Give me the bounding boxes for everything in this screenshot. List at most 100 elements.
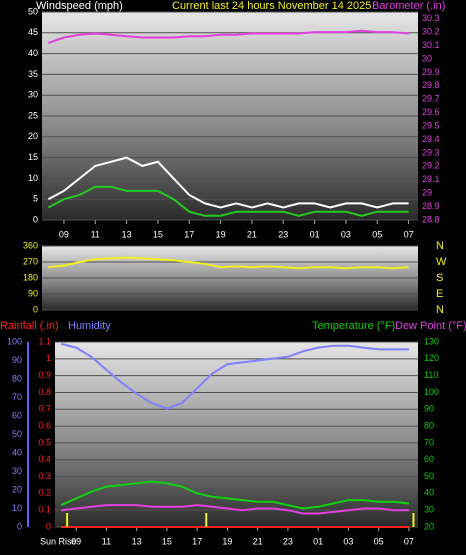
x-tick-label: 21 (247, 229, 257, 239)
tick-label: 30 (28, 90, 38, 100)
tick-label: 90 (28, 288, 38, 298)
tick-label: 30 (12, 466, 22, 476)
tick-label: 30.1 (422, 40, 440, 50)
tick-label: 60 (12, 410, 22, 420)
x-tick-label: 05 (372, 229, 382, 239)
compass-label: N (436, 304, 444, 316)
tick-label: 25 (28, 110, 38, 120)
x-tick-label: 09 (71, 536, 81, 546)
series-line (60, 342, 409, 410)
series-line (47, 29, 409, 44)
tick-label: 0.3 (38, 471, 51, 481)
legend-label: Humidity (68, 320, 111, 332)
tick-label: 10 (28, 173, 38, 183)
tick-label: 10 (12, 503, 22, 513)
tick-label: 0 (33, 304, 38, 314)
tick-label: 0.6 (38, 420, 51, 430)
tick-label: 40 (12, 447, 22, 457)
tick-label: 1.1 (38, 336, 51, 346)
x-tick-label: 19 (216, 229, 226, 239)
plot-area (55, 342, 418, 527)
y-axis-label: Windspeed (mph) (36, 0, 123, 12)
tick-label: 0 (46, 521, 51, 531)
x-tick-label: 07 (404, 229, 414, 239)
tick-label: 35 (28, 69, 38, 79)
tick-label: 360 (23, 240, 38, 250)
legend-label: Barometer (.in) (372, 0, 445, 12)
x-tick-label: 23 (283, 536, 293, 546)
x-tick-label: 07 (404, 536, 414, 546)
tick-label: 80 (424, 420, 434, 430)
series-line (48, 256, 409, 270)
x-tick-label: 23 (278, 229, 288, 239)
x-tick-label: 05 (374, 536, 384, 546)
x-tick-label: 09 (59, 229, 69, 239)
x-tick-label: 19 (222, 536, 232, 546)
x-tick-label: 13 (122, 229, 132, 239)
x-tick-label: 15 (153, 229, 163, 239)
tick-label: 100 (424, 387, 439, 397)
tick-label: 15 (28, 152, 38, 162)
tick-label: 70 (424, 437, 434, 447)
tick-label: 80 (12, 373, 22, 383)
x-tick-label: 13 (132, 536, 142, 546)
tick-label: 30 (422, 53, 432, 63)
tick-label: 29.4 (422, 134, 440, 144)
x-tick-label: 17 (184, 229, 194, 239)
tick-label: 29.1 (422, 174, 440, 184)
tick-label: 29.7 (422, 94, 440, 104)
tick-label: 29.3 (422, 147, 440, 157)
tick-label: 30.3 (422, 13, 440, 23)
tick-label: 45 (28, 27, 38, 37)
tick-label: 50 (28, 6, 38, 16)
tick-label: 110 (424, 370, 438, 380)
compass-label: E (436, 288, 443, 300)
tick-label: 40 (424, 488, 434, 498)
tick-label: 120 (424, 353, 439, 363)
tick-label: 180 (23, 272, 38, 282)
tick-label: 5 (33, 194, 38, 204)
tick-label: 0.5 (38, 437, 51, 447)
chart-title: Current last 24 hours November 14 2025 (172, 0, 371, 12)
series-line (60, 480, 410, 510)
series-line (47, 156, 409, 209)
tick-label: 0.2 (38, 488, 51, 498)
tick-label: 50 (424, 471, 434, 481)
tick-label: 60 (424, 454, 434, 464)
tick-label: 30.2 (422, 27, 440, 37)
compass-label: S (436, 272, 443, 284)
tick-label: 0 (17, 521, 22, 531)
tick-label: 28.9 (422, 201, 440, 211)
tick-label: 0.9 (38, 370, 51, 380)
tick-label: 0.8 (38, 387, 51, 397)
tick-label: 29.8 (422, 80, 440, 90)
x-tick-label: 01 (310, 229, 320, 239)
x-tick-label: 17 (192, 536, 202, 546)
tick-label: 70 (12, 392, 22, 402)
x-tick-label: 11 (102, 536, 111, 546)
tick-label: 0.4 (38, 454, 51, 464)
x-tick-label: 03 (343, 536, 353, 546)
series-line (47, 185, 409, 217)
tick-label: 29.2 (422, 161, 440, 171)
tick-label: 0 (33, 214, 38, 224)
compass-label: W (436, 256, 447, 268)
tick-label: 29.5 (422, 120, 440, 130)
x-tick-label: 01 (313, 536, 323, 546)
tick-label: 20 (28, 131, 38, 141)
tick-label: 40 (28, 48, 38, 58)
legend-label: Temperature (°F) (312, 320, 395, 332)
x-tick-label: 21 (253, 536, 263, 546)
series-line (60, 504, 409, 515)
tick-label: 90 (424, 404, 434, 414)
tick-label: 100 (7, 336, 22, 346)
compass-label: N (436, 240, 444, 252)
legend-label: Dew Point (°F) (395, 320, 466, 332)
tick-label: 29 (422, 188, 432, 198)
x-tick-label: 15 (162, 536, 172, 546)
tick-label: 270 (23, 256, 38, 266)
tick-label: 1 (46, 353, 51, 363)
tick-label: 90 (12, 355, 22, 365)
